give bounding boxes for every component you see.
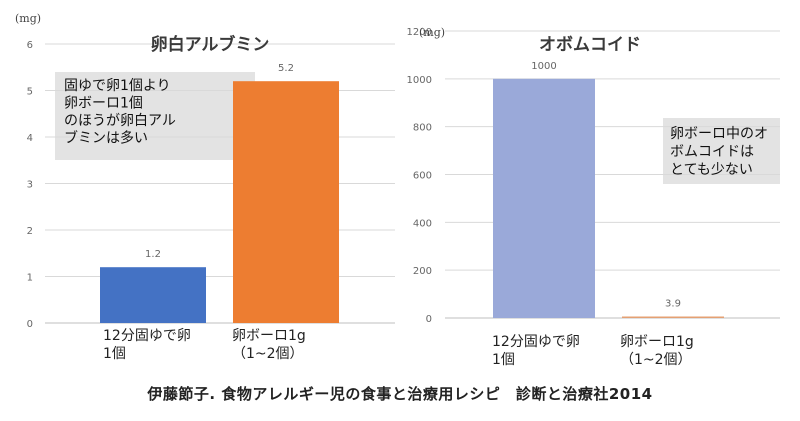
bar (233, 81, 339, 323)
bar (622, 316, 724, 318)
data-label: 3.9 (665, 299, 681, 310)
data-label: 5.2 (278, 63, 294, 74)
category-label: 1個 (103, 346, 126, 362)
y-tick-label: 1200 (407, 27, 432, 38)
annotation-box (55, 72, 255, 160)
y-tick-label: 1000 (407, 75, 432, 86)
y-tick-label: 5 (27, 87, 33, 98)
y-tick-label: 600 (413, 171, 432, 182)
bar (493, 78, 595, 318)
category-label: 卵ボーロ1g (620, 334, 694, 350)
data-label: 1000 (531, 61, 556, 72)
chart-title: オボムコイド (539, 35, 641, 55)
y-tick-label: 6 (27, 40, 33, 51)
annotation-box (663, 118, 780, 184)
category-label: 12分固ゆで卵 (492, 334, 580, 350)
category-label: （1~2個） (620, 352, 692, 368)
y-tick-label: 4 (27, 133, 33, 144)
annotation-text: ボムコイドは (670, 144, 754, 160)
category-label: （1~2個） (232, 346, 304, 362)
annotation-text: のほうが卵白アル (64, 113, 176, 129)
annotation-text: とても少ない (670, 162, 753, 178)
category-label: 1個 (492, 352, 515, 368)
source-citation: 伊藤節子. 食物アレルギー児の食事と治療用レシピ 診断と治療社2014 (147, 385, 653, 403)
y-tick-label: 800 (413, 123, 432, 134)
y-tick-label: 2 (27, 226, 33, 237)
data-label: 1.2 (145, 249, 161, 260)
annotation-text: 卵ボーロ1個 (64, 96, 143, 112)
y-unit-label: (mg) (15, 12, 41, 25)
chart-title: 卵白アルブミン (151, 34, 270, 55)
chart-egg-white-albumin: 0 1 2 3 4 5 6 (mg) 卵白アルブミン 1.2 12分固ゆで卵 1個 5.2 卵ボーロ1g （… (15, 12, 395, 362)
y-tick-label: 0 (27, 319, 33, 330)
category-label: 卵ボーロ1g (232, 328, 306, 344)
y-tick-label: 200 (413, 266, 432, 277)
annotation-text: 卵ボーロ中のオ (670, 126, 768, 142)
y-tick-label: 0 (426, 314, 432, 325)
annotation-text: 固ゆで卵1個より (64, 78, 171, 94)
annotation-text: ブミンは多い (64, 130, 148, 147)
chart-ovomucoid: 0 200 400 600 800 1000 1200(mg) オボムコイド 1000 12分固ゆ… (407, 26, 780, 368)
y-tick-label: 1 (27, 273, 33, 284)
y-tick-label: 3 (27, 180, 33, 191)
y-unit-label: (mg) (419, 26, 445, 39)
bar (100, 267, 206, 323)
category-label: 12分固ゆで卵 (103, 328, 191, 344)
y-tick-label: 400 (413, 218, 432, 229)
